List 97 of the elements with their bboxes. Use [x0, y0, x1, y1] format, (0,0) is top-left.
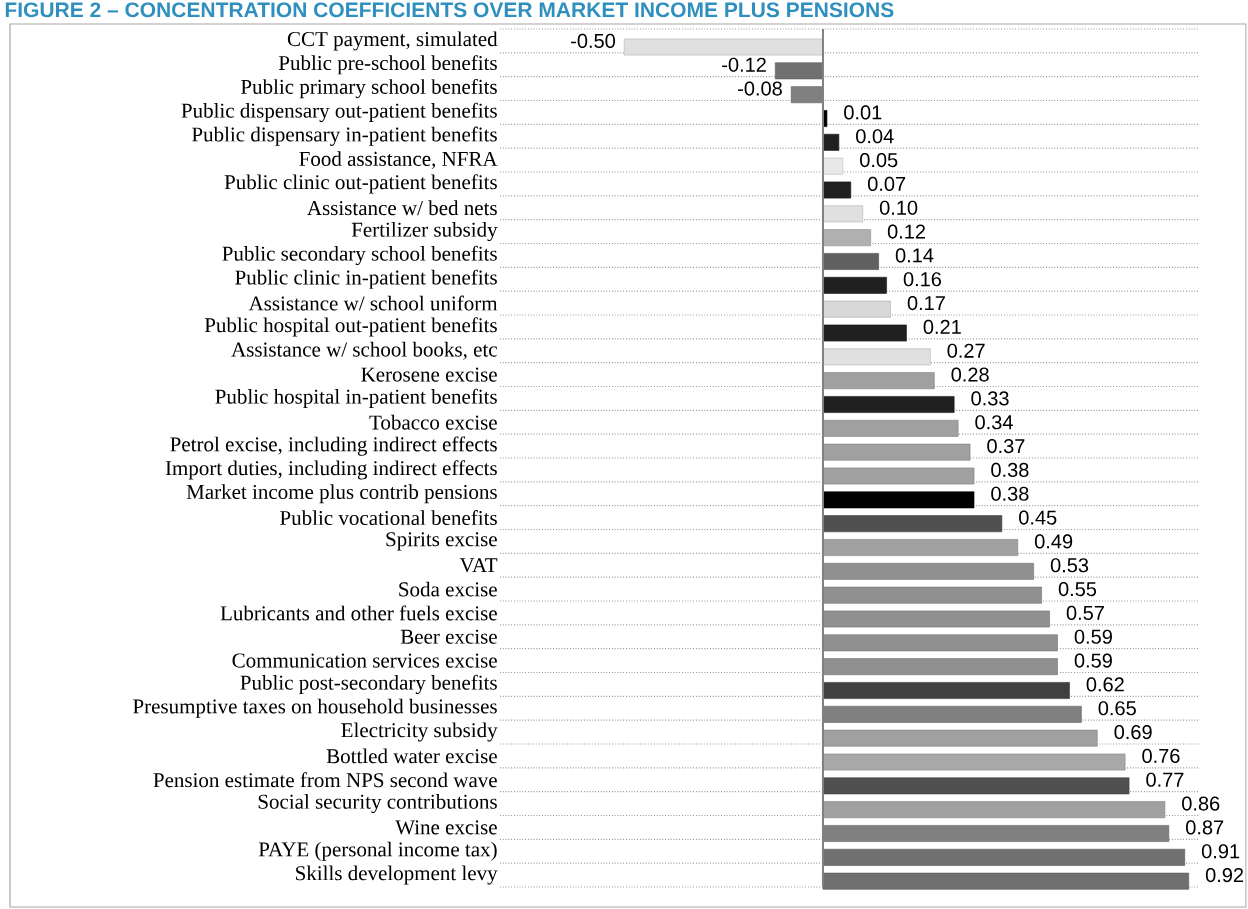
- bar: [822, 872, 1190, 890]
- bar: [822, 181, 852, 199]
- bar: [822, 396, 955, 413]
- y-tick-label: Assistance w/ school uniform: [248, 295, 498, 311]
- bar: [822, 205, 864, 223]
- bar: [822, 229, 871, 247]
- bar: [822, 848, 1186, 866]
- y-tick-label: Wine excise: [395, 820, 497, 835]
- bar: [822, 276, 887, 294]
- y-tick-label: Import duties, including indirect effects: [165, 460, 497, 480]
- y-tick-label: Soda excise: [399, 581, 497, 597]
- y-tick-label: VAT: [459, 558, 498, 573]
- data-label: 0.59: [1074, 629, 1112, 644]
- data-label: 0.77: [1146, 772, 1184, 787]
- y-tick-label: Pension estimate from NPS second wave: [153, 772, 497, 788]
- bar: [822, 253, 879, 270]
- bar: [822, 777, 1130, 795]
- y-tick-label: Public vocational benefits: [280, 510, 497, 526]
- data-label: -0.50: [571, 33, 616, 48]
- y-tick-label: Public primary school benefits: [241, 78, 497, 99]
- bar: [822, 562, 1034, 580]
- y-tick-label: Spirits excise: [386, 532, 497, 551]
- bar: [822, 610, 1050, 628]
- y-tick-label: CCT payment, simulated: [287, 31, 498, 51]
- bar: [822, 634, 1058, 652]
- bar: [822, 300, 891, 318]
- data-label: 0.14: [895, 248, 934, 263]
- data-label: 0.21: [923, 319, 961, 334]
- data-label: 0.38: [991, 462, 1029, 477]
- bar: [822, 658, 1058, 676]
- y-tick-label: PAYE (personal income tax): [258, 841, 497, 861]
- y-tick-label: Skills development levy: [296, 865, 498, 885]
- data-label: 0.55: [1058, 582, 1097, 597]
- y-tick-label: Presumptive taxes on household businesses: [133, 698, 497, 718]
- y-tick-label: Assistance w/ school books, etc: [231, 341, 497, 360]
- text: FIGURE 2 – CONCENTRATION COEFFICIENTS OVER MARKET INCOME PLUS PENSIONS: [5, 2, 894, 18]
- data-label: 0.49: [1034, 534, 1073, 549]
- data-label: 0.38: [991, 486, 1029, 501]
- y-tick-label: Public pre-school benefits: [278, 55, 497, 75]
- y-tick-label: Public dispensary in-patient benefits: [192, 126, 497, 146]
- data-label: 0.65: [1098, 701, 1136, 716]
- data-label: 0.76: [1142, 748, 1180, 763]
- data-label: -0.08: [738, 81, 782, 96]
- data-label: 0.10: [879, 200, 918, 215]
- y-tick-label: Fertilizer subsidy: [351, 222, 498, 242]
- y-tick-label: Public dispensary out-patient benefits: [181, 102, 497, 123]
- data-label: 0.86: [1182, 796, 1220, 811]
- y-tick-label: Assistance w/ bed nets: [307, 200, 497, 216]
- bar: [822, 157, 844, 175]
- data-label: 0.37: [987, 439, 1025, 454]
- y-tick-label: Social security contributions: [258, 794, 497, 814]
- y-tick-label: Public clinic out-patient benefits: [224, 174, 497, 194]
- bar: [623, 38, 824, 56]
- y-tick-label: Public hospital out-patient benefits: [204, 317, 497, 337]
- data-label: -0.12: [722, 57, 766, 72]
- y-tick-label: Public hospital in-patient benefits: [215, 388, 497, 409]
- y-tick-label: Public clinic in-patient benefits: [235, 269, 497, 289]
- data-label: 0.87: [1186, 820, 1224, 835]
- bar: [822, 348, 931, 366]
- bar: [774, 62, 824, 80]
- bar: [822, 515, 1003, 533]
- data-label: 0.04: [856, 129, 894, 144]
- bar: [822, 324, 907, 342]
- data-label: 0.27: [947, 343, 985, 358]
- data-label: 0.33: [971, 391, 1009, 406]
- data-label: 0.92: [1205, 868, 1244, 883]
- data-label: 0.16: [903, 272, 942, 287]
- data-label: 0.69: [1114, 725, 1152, 740]
- bar: [822, 133, 840, 151]
- data-label: 0.01: [844, 105, 882, 120]
- data-label: 0.28: [951, 367, 989, 382]
- y-tick-label: Tobacco excise: [369, 414, 497, 430]
- y-tick-label: Food assistance, NFRA: [299, 151, 498, 169]
- data-label: 0.34: [975, 415, 1013, 430]
- data-label: 0.62: [1086, 677, 1124, 692]
- y-tick-label: Bottled water excise: [326, 748, 497, 764]
- y-tick-label: Market income plus contrib pensions: [186, 484, 497, 504]
- data-label: 0.91: [1201, 844, 1240, 859]
- bar: [822, 491, 975, 509]
- y-tick-label: Lubricants and other fuels excise: [220, 605, 497, 621]
- bar: [822, 682, 1070, 699]
- bar: [822, 586, 1042, 604]
- data-label: 0.12: [887, 224, 926, 239]
- y-tick-label: Electricity subsidy: [341, 722, 498, 742]
- y-tick-label: Petrol excise, including indirect effects: [170, 436, 497, 456]
- data-label: 0.05: [860, 153, 898, 168]
- data-label: 0.57: [1066, 605, 1104, 620]
- y-tick-label: Kerosene excise: [361, 367, 497, 382]
- y-tick-label: Communication services excise: [232, 653, 497, 668]
- y-tick-label: Public secondary school benefits: [222, 245, 497, 266]
- data-label: 0.53: [1050, 558, 1089, 573]
- y-tick-label: Public post-secondary benefits: [240, 674, 497, 695]
- data-label: 0.59: [1074, 653, 1112, 668]
- y-tick-label: Beer excise: [400, 629, 497, 644]
- data-label: 0.07: [867, 176, 906, 191]
- data-label: 0.45: [1019, 510, 1057, 525]
- data-label: 0.17: [907, 296, 945, 311]
